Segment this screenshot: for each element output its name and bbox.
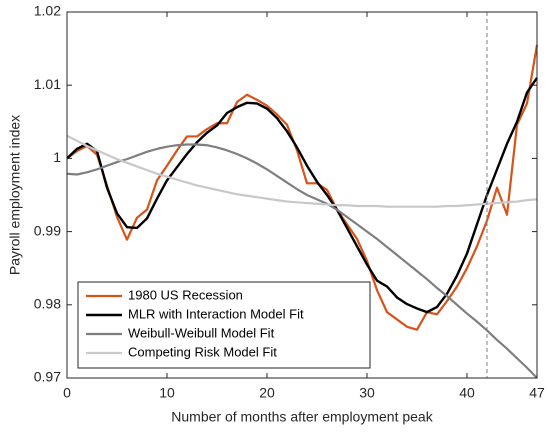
- y-tick-label: 0.99: [34, 222, 61, 238]
- line-series: [66, 44, 539, 331]
- legend-label: Weibull-Weibull Model Fit: [128, 325, 275, 340]
- legend-box: [77, 281, 371, 369]
- x-tick-label: 30: [359, 385, 375, 401]
- x-axis-label: Number of months after employment peak: [171, 409, 433, 425]
- legend-label: Competing Risk Model Fit: [128, 344, 277, 359]
- line-series: [66, 77, 538, 314]
- y-tick-label: 1: [53, 149, 61, 165]
- line-series: [66, 143, 538, 379]
- y-tick-label: 0.97: [34, 369, 61, 385]
- plot-frame: [66, 11, 538, 379]
- legend-label: MLR with Interaction Model Fit: [128, 306, 304, 321]
- line-series: [66, 134, 538, 208]
- legend: 1980 US Recession MLR with Interaction Mo…: [77, 281, 371, 369]
- y-tick-label: 1.01: [34, 76, 61, 92]
- legend-label: 1980 US Recession: [128, 287, 243, 302]
- x-tick-label: 10: [159, 385, 175, 401]
- y-axis-label: Payroll employment index: [7, 115, 23, 275]
- x-tick-label: 20: [259, 385, 275, 401]
- x-tick-label: 47: [529, 385, 545, 401]
- x-tick-label: 40: [459, 385, 475, 401]
- y-tick-label: 0.98: [34, 296, 61, 312]
- y-tick-label: 1.02: [34, 3, 61, 19]
- x-tick-label: 0: [63, 385, 71, 401]
